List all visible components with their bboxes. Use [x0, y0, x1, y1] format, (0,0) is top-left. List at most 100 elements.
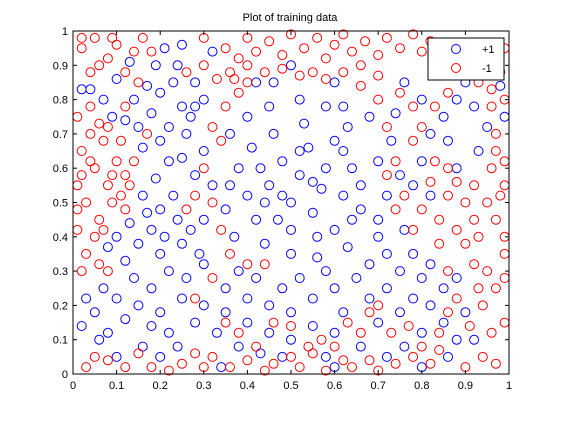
data-point	[408, 248, 419, 259]
data-point	[329, 224, 340, 235]
data-point	[216, 135, 227, 146]
data-point	[286, 29, 296, 40]
data-point	[451, 94, 462, 105]
data-point	[307, 293, 318, 304]
y-tick-label: 0.5	[53, 198, 68, 210]
data-point	[146, 321, 157, 331]
data-point	[320, 351, 331, 362]
data-point	[338, 190, 349, 201]
data-point	[329, 283, 340, 294]
data-point	[177, 293, 187, 304]
data-point	[299, 43, 310, 54]
data-point	[438, 317, 449, 328]
data-point	[338, 101, 349, 112]
data-point	[268, 128, 279, 139]
data-point	[129, 273, 139, 283]
data-point	[303, 142, 314, 153]
data-point	[85, 156, 96, 167]
data-point	[373, 94, 384, 105]
data-point	[425, 300, 436, 311]
data-point	[137, 190, 148, 201]
x-tick-label: 0.1	[109, 380, 124, 392]
data-point	[85, 67, 96, 78]
data-point	[495, 190, 506, 201]
data-point	[373, 214, 384, 225]
data-point	[177, 238, 187, 249]
data-point	[338, 307, 349, 318]
data-point	[259, 259, 270, 270]
data-point	[190, 317, 201, 328]
data-point	[312, 231, 323, 242]
data-point	[381, 248, 392, 259]
data-point	[482, 197, 493, 208]
data-point	[185, 224, 196, 235]
data-point	[425, 358, 436, 369]
data-point	[233, 266, 244, 277]
data-point	[111, 351, 122, 362]
data-point	[168, 77, 179, 88]
data-point	[490, 146, 501, 156]
data-point	[329, 135, 340, 146]
data-point	[124, 218, 135, 229]
data-point	[294, 273, 305, 283]
data-point	[229, 231, 240, 242]
data-point	[102, 355, 113, 366]
data-point	[190, 190, 201, 201]
data-point	[207, 180, 218, 191]
data-point	[286, 60, 296, 71]
data-point	[251, 46, 262, 57]
data-point	[464, 321, 475, 331]
data-point	[381, 32, 392, 43]
data-point	[277, 50, 288, 60]
data-point	[94, 334, 105, 345]
data-point	[120, 115, 131, 126]
y-tick-label: 0.1	[53, 335, 68, 347]
data-point	[124, 56, 135, 67]
data-point	[264, 327, 275, 338]
data-point	[150, 60, 161, 71]
data-point	[190, 101, 201, 112]
data-point	[225, 180, 235, 191]
data-point	[85, 101, 96, 112]
data-point	[190, 293, 201, 304]
data-point	[443, 190, 453, 201]
data-point	[294, 170, 305, 181]
data-point	[207, 351, 218, 362]
data-point	[251, 341, 262, 352]
data-point	[146, 46, 157, 57]
data-point	[347, 163, 357, 174]
data-point	[76, 32, 87, 43]
data-point	[268, 77, 279, 88]
data-point	[364, 259, 375, 270]
legend-marker-negative	[451, 63, 461, 73]
data-point	[443, 351, 453, 362]
data-point	[342, 317, 353, 328]
data-point	[255, 163, 266, 174]
data-point	[355, 204, 366, 215]
data-point	[102, 327, 113, 338]
data-point	[277, 63, 288, 74]
data-point	[416, 204, 427, 215]
data-point	[373, 317, 384, 328]
data-point	[198, 259, 209, 270]
data-point	[451, 176, 462, 187]
y-tick-label: 0.6	[53, 163, 68, 175]
data-point	[172, 214, 183, 225]
data-point	[181, 204, 192, 215]
data-point	[338, 146, 349, 156]
data-point	[111, 74, 122, 84]
data-point	[390, 108, 401, 119]
data-point	[443, 87, 453, 98]
data-point	[460, 197, 471, 208]
data-point	[438, 111, 449, 122]
data-point	[120, 362, 131, 373]
data-point	[120, 204, 131, 215]
data-point	[190, 348, 201, 359]
data-point	[242, 77, 253, 88]
data-point	[120, 255, 131, 266]
data-point	[329, 327, 340, 338]
data-point	[286, 248, 296, 259]
data-point	[373, 50, 384, 60]
data-point	[386, 327, 397, 338]
data-point	[408, 101, 419, 112]
